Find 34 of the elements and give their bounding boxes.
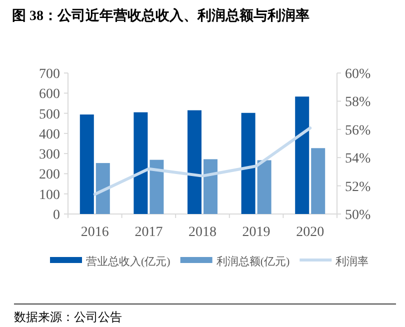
bar <box>311 148 326 214</box>
y-tick-label: 200 <box>39 168 60 183</box>
chart-title: 图 38：公司近年营收总收入、利润总额与利润率 <box>12 7 310 24</box>
bar <box>188 110 202 214</box>
legend-label: 利润总额(亿元) <box>216 255 290 268</box>
y-tick-label: 300 <box>39 148 60 163</box>
bar <box>96 163 110 214</box>
y2-tick-label: 54% <box>345 152 371 167</box>
bar <box>257 160 272 214</box>
bar <box>295 96 310 214</box>
bar <box>134 112 148 214</box>
y-tick-label: 600 <box>39 87 60 102</box>
x-tick-label: 2017 <box>134 225 163 240</box>
y2-tick-label: 52% <box>345 180 371 195</box>
legend-label: 营业总收入(亿元) <box>86 255 171 268</box>
bar <box>204 159 218 214</box>
y-tick-label: 500 <box>39 107 60 122</box>
bar <box>241 112 256 214</box>
y-tick-label: 700 <box>39 67 60 82</box>
x-tick-label: 2018 <box>188 225 216 240</box>
y-tick-label: 400 <box>39 127 60 142</box>
x-tick-label: 2019 <box>242 225 270 240</box>
bar <box>150 160 164 214</box>
x-tick-label: 2016 <box>80 225 109 240</box>
bar <box>80 114 94 214</box>
y-tick-label: 0 <box>53 208 60 223</box>
y-tick-label: 100 <box>39 188 60 203</box>
x-tick-label: 2020 <box>296 225 324 240</box>
legend-label: 利润率 <box>336 255 369 268</box>
source-note: 数据来源：公司公告 <box>14 310 122 324</box>
y2-tick-label: 50% <box>345 208 371 223</box>
y2-tick-label: 56% <box>345 123 371 138</box>
y2-tick-label: 58% <box>345 95 371 110</box>
y2-tick-label: 60% <box>345 67 371 82</box>
